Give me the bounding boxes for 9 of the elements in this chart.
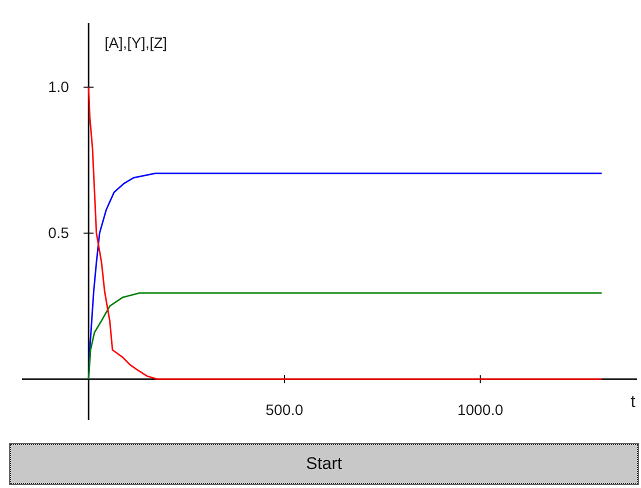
line-series bbox=[88, 292, 602, 380]
y-tick-label: 0.5 bbox=[48, 225, 70, 242]
x-tick-label: 500.0 bbox=[266, 402, 304, 420]
y-tick-label: 1.0 bbox=[48, 79, 70, 96]
x-tick-label: 1000.0 bbox=[457, 402, 504, 420]
x-axis-title: t bbox=[630, 392, 636, 412]
start-button: Start bbox=[10, 444, 638, 484]
line-series bbox=[88, 86, 602, 380]
y-axis-title: [A],[Y],[Z] bbox=[104, 35, 168, 52]
